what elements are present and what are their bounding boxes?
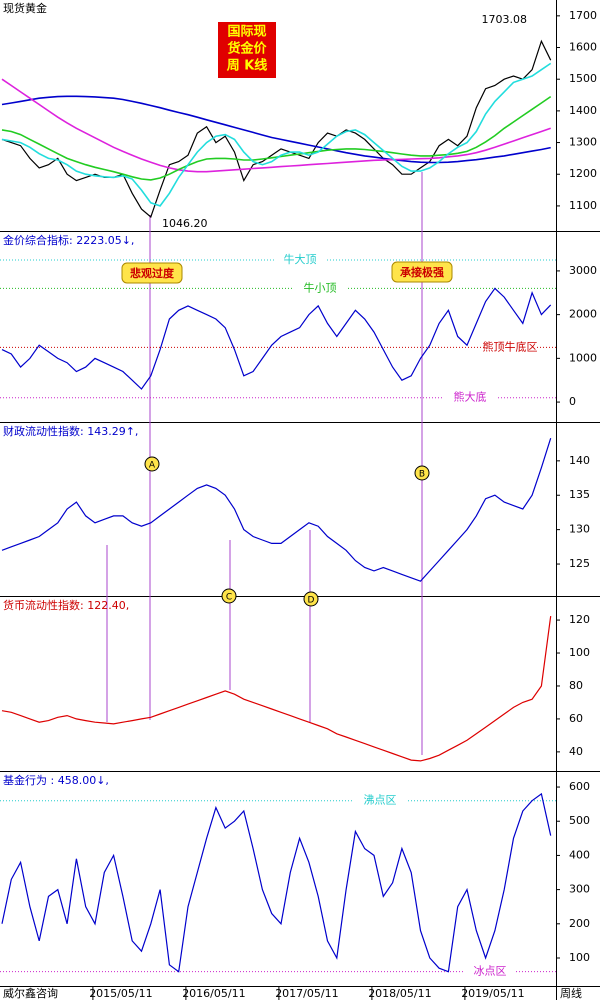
y-tick-label: 500 xyxy=(569,814,590,827)
y-tick-label: 140 xyxy=(569,454,590,467)
y-tick-label: 125 xyxy=(569,557,590,570)
y-tick-label: 1300 xyxy=(569,136,597,149)
y-tick-label: 60 xyxy=(569,712,583,725)
y-tick-label: 400 xyxy=(569,848,590,861)
y-tick-label: 1100 xyxy=(569,199,597,212)
event-marker xyxy=(144,456,160,472)
event-marker xyxy=(414,465,430,481)
y-tick-label: 1500 xyxy=(569,72,597,85)
reference-label-bg xyxy=(294,281,346,296)
y-tick-label: 0 xyxy=(569,395,576,408)
reference-label: 沸点区 xyxy=(364,794,397,807)
reference-label-bg xyxy=(484,340,536,355)
y-tick-label: 1600 xyxy=(569,41,597,54)
x-tick-label: 2017/05/11 xyxy=(275,987,338,1000)
series-line xyxy=(1,95,551,164)
x-tick-label: 2018/05/11 xyxy=(368,987,431,1000)
y-tick-label: 1000 xyxy=(569,351,597,364)
reference-label: 熊大底 xyxy=(454,390,487,404)
y-tick-label: 135 xyxy=(569,488,590,501)
event-marker-label: A xyxy=(149,461,156,471)
low-label: 1046.20 xyxy=(162,217,208,230)
x-tick-label: 2019/05/11 xyxy=(461,987,524,1000)
series-line xyxy=(1,95,552,181)
series-line xyxy=(1,616,552,762)
y-tick-label: 300 xyxy=(569,883,590,896)
panel-title: 金价综合指标: 2223.05↓, xyxy=(3,233,134,247)
reference-label-bg xyxy=(444,390,496,405)
title-box-text: 货金价 xyxy=(227,41,267,57)
high-label: 1703.08 xyxy=(482,13,528,26)
callout-text: 悲观过度 xyxy=(130,266,175,280)
x-tick-label: 2016/05/11 xyxy=(182,987,245,1000)
reference-label: 牛大顶 xyxy=(284,252,317,266)
period-label: 周线 xyxy=(560,986,582,1000)
series-line xyxy=(1,438,552,582)
reference-label: 牛小顶 xyxy=(304,280,337,294)
event-marker xyxy=(221,588,237,604)
y-tick-label: 100 xyxy=(569,951,590,964)
y-tick-label: 1200 xyxy=(569,167,597,180)
reference-label: 熊顶牛底区 xyxy=(483,339,538,353)
callout-box xyxy=(391,261,453,283)
y-tick-label: 130 xyxy=(569,523,590,536)
brand: 威尔鑫咨询 xyxy=(3,986,58,1000)
title-box-text: 国际现 xyxy=(227,25,266,40)
y-tick-label: 200 xyxy=(569,917,590,930)
title-box-text: 周 K线 xyxy=(227,58,268,74)
y-tick-label: 120 xyxy=(569,613,590,626)
panel-title: 货币流动性指数: 122.40, xyxy=(3,598,129,612)
reference-label-bg xyxy=(274,252,326,267)
reference-label-bg xyxy=(354,793,406,808)
panel-title: 基金行为 : 458.00↓, xyxy=(3,773,109,787)
event-marker xyxy=(303,591,319,607)
x-tick-label: 2015/05/11 xyxy=(89,987,152,1000)
series-line xyxy=(1,62,552,207)
reference-label-bg xyxy=(464,964,516,979)
callout-text: 承接极强 xyxy=(400,265,444,279)
panel-title: 财政流动性指数: 143.29↑, xyxy=(3,424,138,438)
event-marker-label: C xyxy=(226,593,232,603)
reference-label: 冰点区 xyxy=(474,965,507,978)
y-tick-label: 2000 xyxy=(569,308,597,321)
y-tick-label: 600 xyxy=(569,780,590,793)
y-tick-label: 40 xyxy=(569,745,583,758)
y-tick-label: 3000 xyxy=(569,264,597,277)
y-tick-label: 100 xyxy=(569,646,590,659)
y-tick-label: 1700 xyxy=(569,9,597,22)
event-marker-label: B xyxy=(419,470,425,480)
callout-box xyxy=(121,262,183,284)
y-tick-label: 1400 xyxy=(569,104,597,117)
panel-title: 现货黄金 xyxy=(3,1,47,15)
series-line xyxy=(1,287,552,390)
y-tick-label: 80 xyxy=(569,679,583,692)
series-line xyxy=(1,792,552,973)
title-box xyxy=(218,22,276,78)
event-marker-label: D xyxy=(308,596,315,606)
series-line xyxy=(1,78,551,173)
